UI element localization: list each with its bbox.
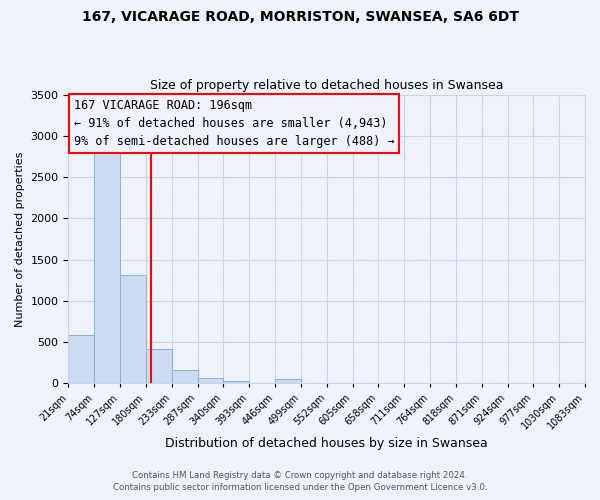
Text: Contains HM Land Registry data © Crown copyright and database right 2024.
Contai: Contains HM Land Registry data © Crown c… [113, 471, 487, 492]
Y-axis label: Number of detached properties: Number of detached properties [15, 152, 25, 326]
Text: 167 VICARAGE ROAD: 196sqm
← 91% of detached houses are smaller (4,943)
9% of sem: 167 VICARAGE ROAD: 196sqm ← 91% of detac… [74, 99, 394, 148]
X-axis label: Distribution of detached houses by size in Swansea: Distribution of detached houses by size … [166, 437, 488, 450]
Bar [146, 348, 172, 384]
Bar [94, 144, 120, 384]
Title: Size of property relative to detached houses in Swansea: Size of property relative to detached ho… [150, 79, 503, 92]
Text: 167, VICARAGE ROAD, MORRISTON, SWANSEA, SA6 6DT: 167, VICARAGE ROAD, MORRISTON, SWANSEA, … [82, 10, 518, 24]
Bar [223, 381, 249, 384]
Bar [172, 370, 197, 384]
Bar [275, 379, 301, 384]
Bar [197, 378, 223, 384]
Bar [120, 276, 146, 384]
Bar [68, 336, 94, 384]
